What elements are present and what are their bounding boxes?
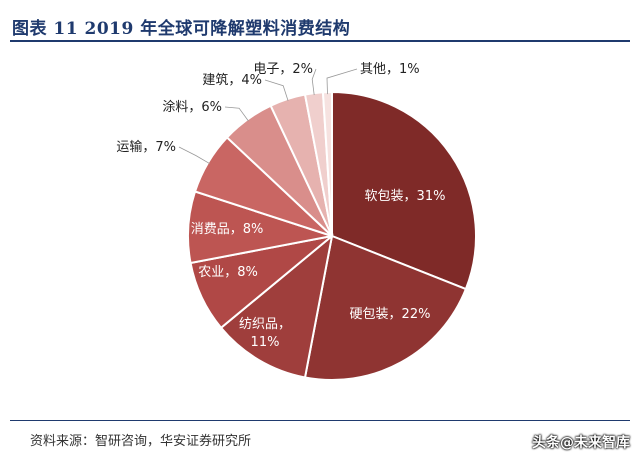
- pie-slices: [187, 90, 477, 381]
- slice-label-10: 其他，1%: [360, 62, 420, 77]
- source-note: 资料来源：智研咨询，华安证券研究所: [30, 434, 252, 449]
- slice-label-2: 硬包装，22%: [350, 307, 431, 322]
- chart-title: 图表 11 2019 年全球可降解塑料消费结构: [12, 19, 351, 39]
- slice-label-3: 纺织品， 11%: [239, 317, 291, 350]
- footer-divider: [10, 420, 630, 421]
- leader-line-9: [311, 68, 317, 96]
- leader-line-8: [264, 79, 289, 102]
- slice-label-9: 电子，2%: [253, 62, 313, 77]
- slice-label-5: 消费品，8%: [191, 222, 264, 237]
- watermark: 头条@未来智库: [532, 435, 630, 451]
- leader-line-6: [178, 146, 211, 165]
- leader-line-7: [224, 106, 249, 122]
- slice-label-6: 运输，7%: [116, 139, 176, 155]
- slice-labels: 软包装，31% 硬包装，22% 纺织品， 11% 农业，8% 消费品，8% 运输，7% 涂料，…: [116, 62, 445, 350]
- slice-label-4: 农业，8%: [198, 265, 258, 280]
- slice-label-8: 建筑，4%: [202, 72, 262, 88]
- pie-slice-1: [331, 90, 477, 291]
- leader-line-10: [326, 68, 358, 95]
- pie-slice-3: [219, 233, 334, 379]
- leader-lines: [178, 68, 358, 165]
- title-divider: [10, 40, 630, 42]
- slice-label-1: 软包装，31%: [365, 189, 446, 204]
- pie-slice-2: [303, 234, 468, 381]
- slice-label-7: 涂料，6%: [162, 99, 222, 115]
